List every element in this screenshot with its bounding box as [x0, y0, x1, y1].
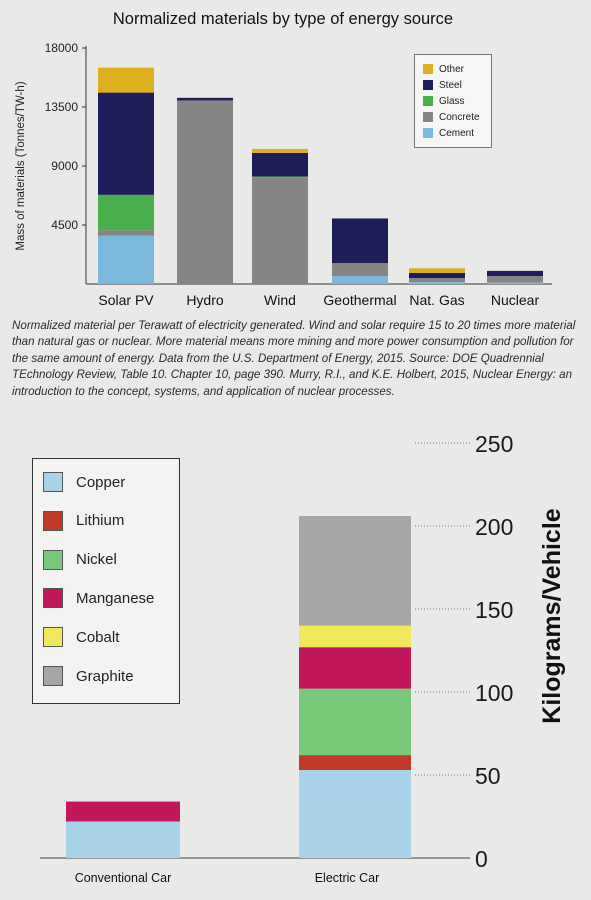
legend-label: Cobalt — [76, 628, 120, 646]
bar-nat-gas-other — [409, 268, 465, 273]
y-tick-label: 150 — [475, 597, 513, 623]
legend-item-steel: Steel — [423, 78, 462, 92]
bar-nat-gas-cement — [409, 282, 465, 284]
y-tick-label: 100 — [475, 680, 513, 706]
bar-wind-glass — [252, 176, 308, 178]
bar-conventional-car-copper — [66, 821, 180, 858]
legend-swatch — [43, 666, 63, 686]
x-tick-label-geothermal: Geothermal — [323, 292, 396, 308]
bar-geothermal-concrete — [332, 263, 388, 277]
y-tick-label: 0 — [475, 846, 488, 872]
x-tick-label-solar-pv: Solar PV — [98, 292, 154, 308]
bar-electric-car-copper — [299, 770, 411, 858]
bar-nat-gas-concrete — [409, 278, 465, 283]
vehicle-minerals-legend: Copper Lithium Nickel Manganese Cobalt Graphi… — [32, 458, 180, 704]
y-axis-label: Kilograms/Vehicle — [538, 508, 566, 723]
legend-item-nickel: Nickel — [43, 549, 117, 571]
x-tick-label-wind: Wind — [264, 292, 296, 308]
bar-solar-pv-glass — [98, 194, 154, 231]
legend-swatch — [423, 128, 433, 138]
bar-solar-pv-cement — [98, 235, 154, 284]
legend-item-manganese: Manganese — [43, 587, 154, 609]
bar-hydro-concrete — [177, 100, 233, 284]
bar-solar-pv-other — [98, 67, 154, 93]
legend-label: Cement — [439, 127, 475, 139]
legend-label: Lithium — [76, 512, 125, 530]
legend-item-graphite: Graphite — [43, 665, 134, 687]
legend-item-copper: Copper — [43, 471, 125, 493]
y-axis-label: Mass of materials (Tonnes/TW-h) — [15, 81, 27, 250]
y-tick-label: 50 — [475, 763, 501, 789]
legend-label: Concrete — [439, 111, 480, 123]
bar-solar-pv-steel — [98, 92, 154, 195]
legend-swatch — [423, 64, 433, 74]
legend-swatch — [43, 549, 63, 570]
x-tick-label-hydro: Hydro — [186, 292, 224, 308]
x-tick-label-conventional-car: Conventional Car — [75, 871, 172, 885]
legend-swatch — [423, 112, 433, 122]
legend-swatch — [43, 472, 63, 492]
bar-electric-car-graphite — [299, 516, 411, 626]
x-tick-label-electric-car: Electric Car — [315, 871, 380, 885]
legend-label: Glass — [439, 95, 465, 107]
legend-item-glass: Glass — [423, 94, 465, 108]
bar-wind-concrete — [252, 177, 308, 284]
bar-conventional-car-manganese — [66, 801, 180, 822]
y-tick-label: 200 — [475, 514, 513, 540]
bar-solar-pv-concrete — [98, 230, 154, 236]
bar-geothermal-steel — [332, 218, 388, 264]
bar-geothermal-cement — [332, 276, 388, 284]
bar-wind-steel — [252, 152, 308, 177]
chart-caption: Normalized material per Terawatt of elec… — [12, 319, 576, 398]
legend-item-cement: Cement — [423, 126, 474, 140]
chart-title: Normalized materials by type of energy s… — [113, 10, 453, 28]
bar-electric-car-nickel — [299, 688, 411, 756]
bar-nuclear-steel — [487, 270, 543, 277]
legend-swatch — [43, 627, 63, 648]
bar-hydro-steel — [177, 97, 233, 101]
bar-nat-gas-steel — [409, 272, 465, 279]
bar-wind-other — [252, 148, 308, 153]
legend-swatch — [423, 80, 433, 90]
energy-materials-chart: Normalized materials by type of energy s… — [15, 10, 552, 308]
energy-materials-legend: Other Steel Glass Concrete Cement — [414, 54, 492, 148]
legend-label: Other — [439, 63, 465, 75]
x-tick-label-nuclear: Nuclear — [491, 292, 540, 308]
legend-swatch — [43, 588, 63, 609]
legend-label: Nickel — [76, 551, 117, 569]
legend-swatch — [423, 96, 433, 106]
legend-item-other: Other — [423, 62, 464, 76]
bar-nuclear-cement — [487, 282, 543, 284]
x-tick-label-nat-gas: Nat. Gas — [409, 292, 464, 308]
legend-label: Manganese — [76, 589, 155, 607]
y-tick-label: 13500 — [45, 100, 79, 114]
bar-electric-car-cobalt — [299, 625, 411, 648]
y-tick-label: 9000 — [51, 159, 78, 173]
bar-electric-car-lithium — [299, 755, 411, 771]
legend-label: Steel — [439, 79, 462, 91]
bar-electric-car-manganese — [299, 647, 411, 689]
y-tick-label: 18000 — [45, 41, 79, 55]
legend-label: Graphite — [76, 667, 134, 685]
y-tick-label: 4500 — [51, 218, 78, 232]
y-tick-label: 250 — [475, 431, 513, 457]
legend-label: Copper — [76, 473, 126, 491]
legend-swatch — [43, 510, 63, 531]
legend-item-lithium: Lithium — [43, 510, 124, 532]
legend-item-concrete: Concrete — [423, 110, 480, 124]
legend-item-cobalt: Cobalt — [43, 626, 119, 648]
bar-nuclear-concrete — [487, 276, 543, 283]
